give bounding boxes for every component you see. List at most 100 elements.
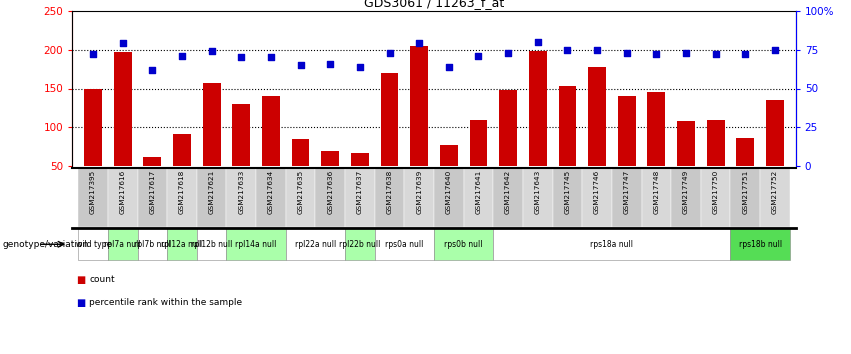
Text: rps18a null: rps18a null [591, 240, 633, 249]
Bar [262, 96, 280, 205]
Bar [108, 228, 138, 260]
Point [413, 40, 426, 46]
Text: rpl12a null: rpl12a null [162, 240, 203, 249]
Point [146, 67, 159, 73]
Bar [84, 88, 102, 205]
Bar [766, 100, 784, 205]
Bar [380, 73, 398, 205]
Bar [500, 90, 517, 205]
Bar [256, 168, 286, 227]
Text: GSM217633: GSM217633 [238, 170, 244, 214]
Text: rpl14a null: rpl14a null [236, 240, 277, 249]
Text: rpl7a null: rpl7a null [105, 240, 141, 249]
Text: GSM217395: GSM217395 [90, 170, 96, 214]
Point [264, 55, 277, 60]
Bar [410, 46, 428, 205]
Point [323, 61, 337, 67]
Point [620, 50, 633, 56]
Bar [226, 168, 256, 227]
Bar [351, 153, 368, 205]
Text: wild type: wild type [76, 240, 111, 249]
Text: rps18b null: rps18b null [739, 240, 782, 249]
Text: rpl7b null: rpl7b null [134, 240, 171, 249]
Text: GSM217635: GSM217635 [298, 170, 304, 214]
Point [116, 40, 129, 46]
Text: GSM217751: GSM217751 [742, 170, 748, 214]
Point [768, 47, 782, 52]
Text: GSM217749: GSM217749 [683, 170, 689, 214]
Bar [138, 168, 167, 227]
Text: rpl12b null: rpl12b null [191, 240, 232, 249]
Point [709, 51, 722, 57]
Point [471, 53, 485, 59]
Text: ■: ■ [77, 298, 86, 308]
Text: GSM217618: GSM217618 [179, 170, 185, 214]
Bar [528, 51, 546, 205]
Text: GSM217640: GSM217640 [446, 170, 452, 214]
Bar [648, 92, 665, 205]
Bar [345, 168, 374, 227]
Bar [701, 168, 730, 227]
Point [205, 48, 219, 54]
Point [353, 64, 367, 69]
Bar [760, 168, 790, 227]
Text: rpl22b null: rpl22b null [340, 240, 380, 249]
Bar [197, 228, 226, 260]
Point [531, 39, 545, 45]
Text: GSM217638: GSM217638 [386, 170, 392, 214]
Bar [612, 168, 642, 227]
Bar [706, 120, 724, 205]
Text: GSM217616: GSM217616 [120, 170, 126, 214]
Text: GSM217750: GSM217750 [712, 170, 718, 214]
Text: GSM217746: GSM217746 [594, 170, 600, 214]
Bar [78, 228, 108, 260]
Text: GSM217634: GSM217634 [268, 170, 274, 214]
Bar [558, 86, 576, 205]
Point [86, 51, 100, 57]
Text: GSM217752: GSM217752 [772, 170, 778, 214]
Bar [671, 168, 701, 227]
Text: GSM217641: GSM217641 [476, 170, 482, 214]
Bar [434, 228, 494, 260]
Bar [114, 52, 132, 205]
Bar [618, 96, 636, 205]
Text: GSM217637: GSM217637 [357, 170, 363, 214]
Bar [108, 168, 138, 227]
Text: GSM217617: GSM217617 [150, 170, 156, 214]
Point [294, 62, 307, 68]
Point [679, 50, 693, 56]
Bar [226, 228, 286, 260]
Bar [286, 228, 345, 260]
Bar [552, 168, 582, 227]
Bar [588, 67, 606, 205]
Point [739, 51, 752, 57]
Bar [232, 104, 250, 205]
Text: rps0b null: rps0b null [444, 240, 483, 249]
Bar [345, 228, 374, 260]
Bar [322, 151, 340, 205]
Bar [197, 168, 226, 227]
Bar [434, 168, 464, 227]
Title: GDS3061 / 11263_f_at: GDS3061 / 11263_f_at [364, 0, 504, 10]
Bar [677, 121, 695, 205]
Text: GSM217642: GSM217642 [505, 170, 511, 214]
Bar [316, 168, 345, 227]
Text: GSM217747: GSM217747 [624, 170, 630, 214]
Text: percentile rank within the sample: percentile rank within the sample [89, 298, 243, 307]
Point [175, 53, 189, 59]
Text: GSM217748: GSM217748 [654, 170, 660, 214]
Point [501, 50, 515, 56]
Bar [167, 228, 197, 260]
Bar [736, 138, 754, 205]
Bar [730, 168, 760, 227]
Bar [374, 228, 434, 260]
Bar [286, 168, 316, 227]
Text: GSM217745: GSM217745 [564, 170, 570, 214]
Text: rps0a null: rps0a null [386, 240, 424, 249]
Point [561, 47, 574, 52]
Bar [642, 168, 671, 227]
Bar [173, 134, 191, 205]
Point [649, 51, 663, 57]
Point [442, 64, 455, 69]
Bar [523, 168, 552, 227]
